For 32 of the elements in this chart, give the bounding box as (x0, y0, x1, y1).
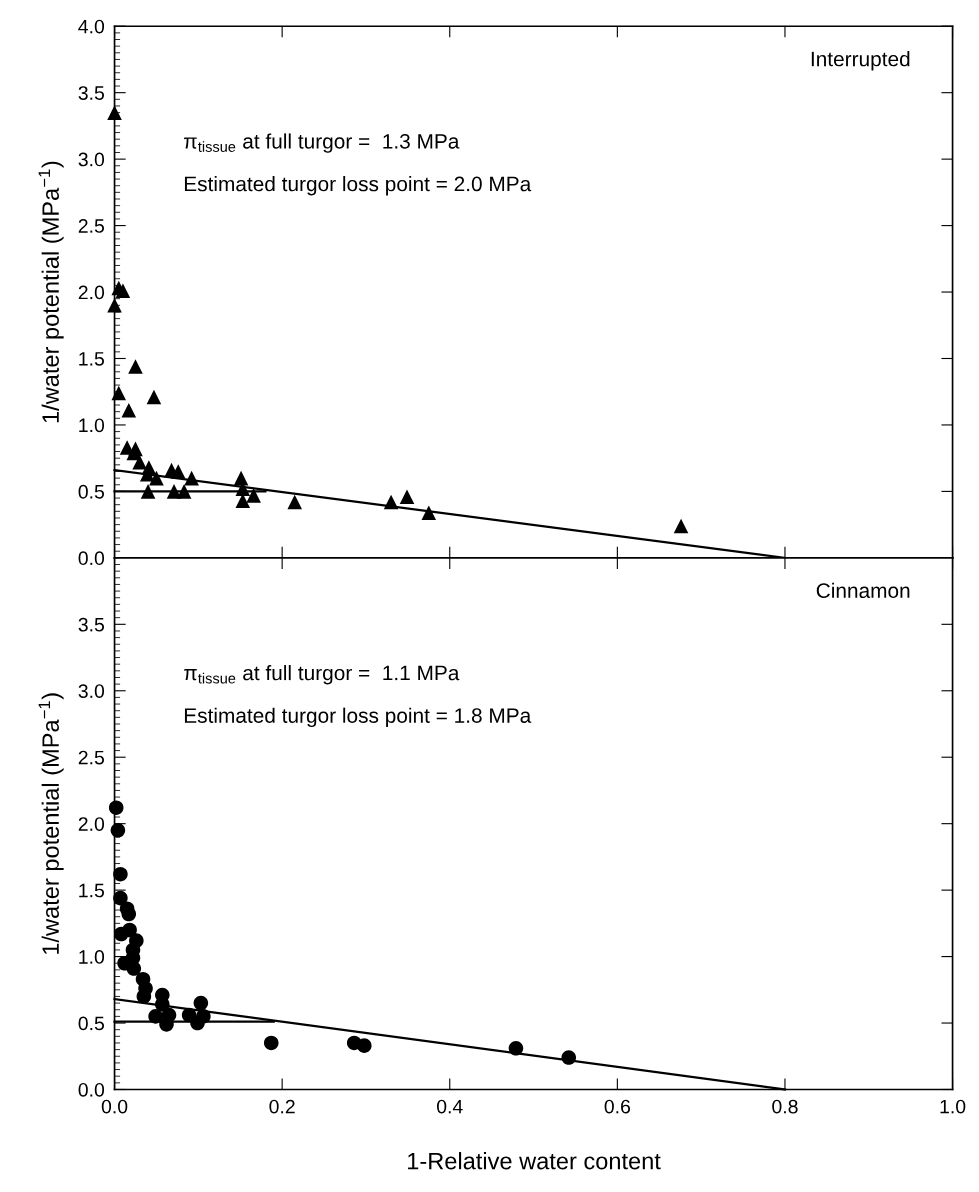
y-tick-label: 2.0 (78, 817, 105, 831)
y-tick-label: 4.0 (78, 19, 105, 34)
y-tick-label: 3.5 (78, 617, 105, 632)
y-tick-label: 2.5 (78, 750, 105, 765)
y-tick-label: 3.0 (78, 684, 105, 698)
y-tick-label: 3.5 (78, 86, 105, 100)
y-tick-label: 1.0 (79, 418, 105, 433)
x-tick-label: 1.0 (940, 1099, 966, 1114)
y-tick-label: 3.0 (78, 152, 105, 167)
annotation: Cinnamon (816, 582, 910, 598)
annotation: π$_{tissue}$ at full turgor = 1.3 MPa (184, 133, 460, 153)
y-tick-label: 1.5 (79, 352, 105, 366)
y-tick-label: 2.0 (78, 285, 105, 300)
y-axis-title: 1/water potential (MPa$^{−1}$) (38, 161, 64, 423)
y-tick-label: 0.5 (78, 484, 105, 499)
y-axis-title: 1/water potential (MPa$^{−1}$) (38, 693, 64, 954)
x-tick-label: 0.8 (772, 1099, 798, 1114)
x-tick-label: 0.6 (604, 1099, 631, 1114)
x-tick-label: 0.4 (437, 1099, 463, 1114)
x-tick-label: 0.0 (101, 1099, 128, 1114)
annotation: Estimated turgor loss point = 1.8 MPa (184, 707, 532, 728)
y-tick-label: 1.5 (79, 883, 105, 898)
x-tick-label: 0.2 (269, 1099, 295, 1114)
x-axis-title: 1-Relative water content (408, 1152, 661, 1170)
y-tick-label: 2.5 (78, 219, 105, 233)
annotation: π$_{tissue}$ at full turgor = 1.1 MPa (184, 665, 460, 685)
y-tick-label: 0.5 (78, 1016, 105, 1031)
y-tick-label: 0.0 (78, 1082, 105, 1097)
y-tick-label: 1.0 (79, 950, 105, 964)
annotation: Interrupted (811, 51, 910, 71)
y-tick-label: 0.0 (78, 551, 105, 566)
annotation: Estimated turgor loss point = 2.0 MPa (184, 176, 532, 196)
